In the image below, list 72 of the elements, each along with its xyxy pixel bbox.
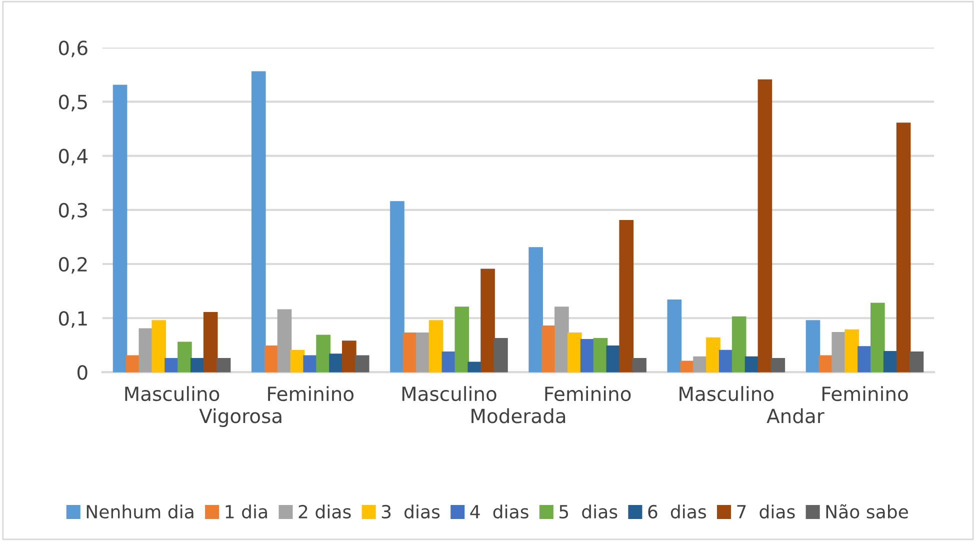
bar	[744, 356, 760, 372]
bar	[632, 358, 646, 372]
y-tick-label: 0,4	[58, 148, 88, 166]
legend-label: 2 dias	[298, 504, 351, 519]
bar	[680, 360, 694, 372]
bar	[264, 346, 279, 372]
bar	[216, 358, 231, 372]
bar	[354, 355, 370, 372]
x-tick-label: Masculino	[125, 386, 220, 402]
bar	[494, 338, 508, 372]
y-tick-label: 0	[78, 365, 88, 380]
bar	[844, 329, 859, 372]
bar	[693, 356, 708, 372]
y-tick-label: 0,1	[58, 311, 87, 328]
bar	[732, 316, 746, 372]
bar	[480, 268, 495, 372]
x-tick-label: Masculino	[680, 386, 774, 402]
legend-label: 4 dias	[470, 504, 528, 519]
bar	[402, 332, 418, 372]
bar	[454, 306, 470, 372]
bar	[806, 320, 820, 372]
bar	[883, 350, 898, 372]
bar	[580, 339, 595, 372]
bar	[909, 351, 924, 372]
bar	[718, 350, 734, 372]
bar	[542, 326, 556, 372]
legend-label: 5 dias	[560, 504, 618, 519]
x-tick-label: Feminino	[822, 386, 908, 402]
bar	[138, 328, 154, 372]
bar	[428, 320, 444, 372]
bar	[770, 358, 786, 372]
bar	[178, 342, 192, 372]
bar	[619, 220, 634, 372]
bar	[896, 122, 911, 372]
y-tick-label: 0,3	[58, 202, 88, 220]
legend-label: 3 dias	[382, 504, 440, 519]
bar	[251, 71, 266, 372]
bar	[342, 340, 356, 372]
bar	[706, 337, 720, 372]
bar	[416, 332, 430, 372]
legend-label: 1 dia	[226, 504, 267, 519]
legend-label: Não sabe	[826, 504, 908, 519]
bar	[593, 338, 608, 372]
x-tick-label: Feminino	[268, 386, 354, 402]
bar	[554, 306, 569, 372]
bar	[832, 332, 846, 372]
x-tick-label: Masculino	[402, 386, 496, 402]
text: Andar	[766, 408, 824, 424]
bar	[870, 302, 885, 372]
bar	[567, 332, 582, 372]
x-tick-label: Feminino	[545, 386, 631, 402]
legend-label: 6 dias	[648, 504, 706, 519]
bar	[528, 247, 543, 372]
bar	[316, 334, 330, 372]
bar	[164, 358, 179, 372]
y-tick-label: 0,2	[58, 256, 87, 274]
bar	[277, 309, 292, 372]
bar	[112, 84, 128, 372]
y-tick-label: 0,5	[58, 94, 87, 112]
bar	[203, 312, 218, 372]
y-tick-label: 0,6	[58, 40, 88, 58]
bar	[190, 358, 205, 372]
bar	[152, 320, 166, 372]
legend-label: 7 dias	[737, 504, 795, 519]
bar	[758, 79, 772, 372]
text: Moderada	[472, 408, 566, 424]
bar	[858, 346, 872, 372]
text: Vigorosa	[199, 408, 282, 428]
bar	[390, 201, 404, 372]
legend-label: Nenhum dia	[86, 504, 194, 519]
bar	[667, 300, 682, 372]
bar	[329, 354, 344, 372]
